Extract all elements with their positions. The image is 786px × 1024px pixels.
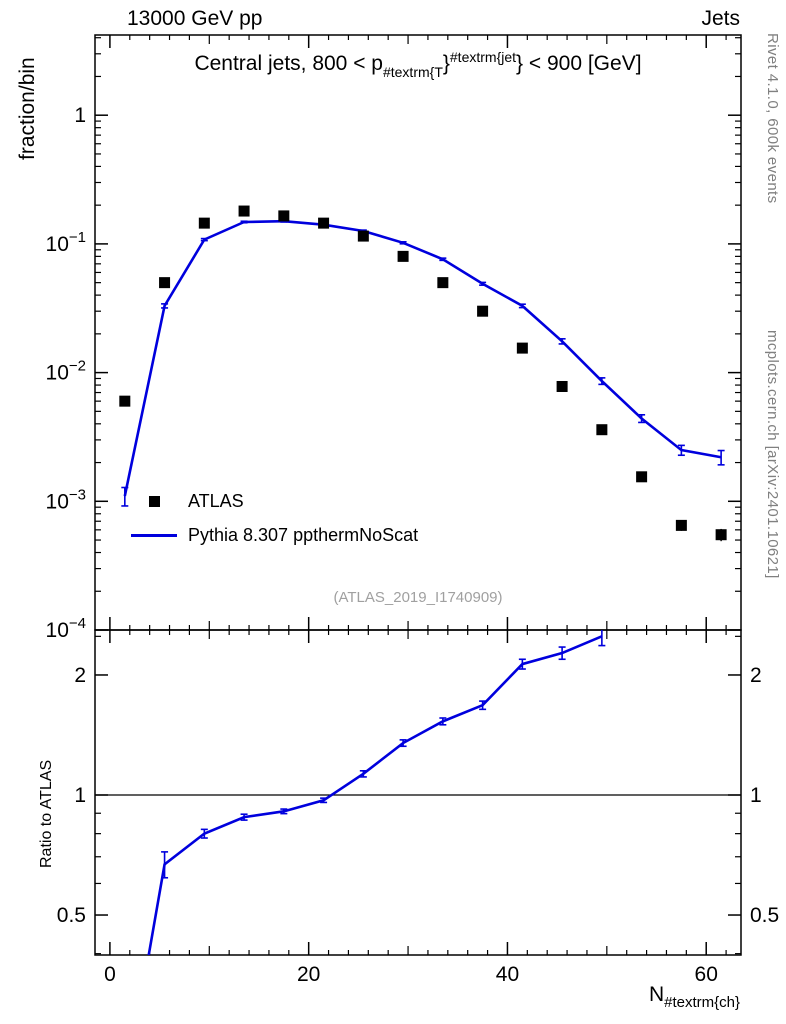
svg-text:40: 40 — [496, 963, 519, 986]
beam-energy-label: 13000 GeV pp — [127, 7, 263, 30]
atlas-point — [516, 342, 528, 354]
atlas-point — [159, 277, 171, 289]
svg-text:10−1: 10−1 — [46, 229, 86, 256]
legend-item-pythia: Pythia 8.307 ppthermNoScat — [128, 518, 418, 552]
atlas-point — [357, 230, 369, 242]
title-subscript: #textrm{T — [382, 64, 443, 80]
axis-tick-labels: 1 10−1 10−2 10−3 10−4 2 2 1 1 0.5 0.5 0 20 40 60 — [46, 104, 780, 986]
legend-label-atlas: ATLAS — [188, 490, 244, 511]
atlas-point — [437, 277, 449, 289]
atlas-point — [397, 250, 409, 262]
atlas-point — [636, 471, 648, 483]
x-axis-label-main: N — [648, 983, 665, 1006]
panel-frames — [94, 34, 742, 956]
x-axis-label-sub: #textrm{ch} — [664, 994, 740, 1011]
process-label: Jets — [701, 7, 740, 30]
title-brace-1: } — [442, 52, 450, 75]
title-text: Central jets, 800 < p — [194, 52, 383, 75]
atlas-point — [556, 380, 568, 392]
atlas-point — [477, 305, 489, 317]
legend-item-atlas: ATLAS — [128, 484, 418, 518]
svg-text:1: 1 — [74, 104, 86, 127]
axis-ticks — [95, 35, 741, 955]
plot-title: Central jets, 800 < p#textrm{T}#textrm{j… — [95, 49, 741, 80]
atlas-point — [675, 519, 687, 531]
svg-text:1: 1 — [74, 784, 86, 807]
legend: ATLAS Pythia 8.307 ppthermNoScat — [128, 484, 418, 552]
y-axis-label-ratio: Ratio to ATLAS — [38, 759, 55, 868]
title-brace-2: } — [516, 52, 524, 75]
title-suffix: < 900 [GeV] — [523, 52, 642, 75]
svg-text:0.5: 0.5 — [750, 904, 779, 927]
atlas-point — [596, 424, 608, 436]
svg-text:0.5: 0.5 — [57, 904, 86, 927]
pythia-line — [123, 219, 722, 497]
atlas-point — [119, 395, 131, 407]
svg-text:2: 2 — [74, 664, 86, 687]
svg-text:60: 60 — [695, 963, 718, 986]
title-superscript: #textrm{jet — [449, 49, 517, 65]
analysis-id-watermark: (ATLAS_2019_I1740909) — [333, 589, 503, 606]
atlas-point — [198, 217, 210, 229]
legend-label-pythia: Pythia 8.307 ppthermNoScat — [188, 524, 419, 545]
svg-text:0: 0 — [104, 963, 116, 986]
mcplots-credit-label: mcplots.cern.ch [arXiv:2401.10621] — [764, 330, 781, 579]
y-axis-label-main: fraction/bin — [16, 57, 39, 160]
svg-text:10−3: 10−3 — [46, 486, 86, 513]
x-axis-label: N#textrm{ch} — [649, 983, 740, 1011]
ratio-line — [147, 635, 603, 955]
atlas-point — [278, 210, 290, 222]
ratio-series — [147, 630, 606, 955]
atlas-point — [715, 529, 727, 541]
svg-text:20: 20 — [297, 963, 320, 986]
svg-text:2: 2 — [750, 664, 762, 687]
main-series — [119, 205, 727, 542]
atlas-marker-icon — [148, 495, 160, 507]
rivet-version-label: Rivet 4.1.0, 600k events — [764, 33, 781, 204]
atlas-point — [238, 205, 250, 217]
svg-text:1: 1 — [750, 784, 762, 807]
svg-text:10−4: 10−4 — [46, 615, 86, 642]
pythia-line-icon — [131, 533, 177, 537]
atlas-point — [318, 217, 330, 229]
svg-text:10−2: 10−2 — [46, 358, 86, 385]
